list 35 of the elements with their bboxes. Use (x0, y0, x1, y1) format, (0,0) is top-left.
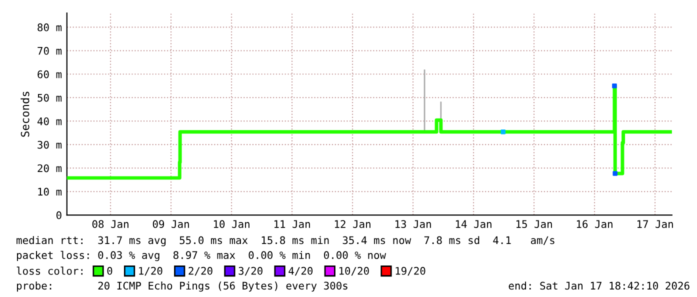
legend-label: 2/20 (188, 266, 212, 276)
x-tick-label: 08 Jan (92, 220, 128, 228)
legend-label: 0 (107, 266, 112, 275)
legend-label: 10/20 (339, 266, 369, 276)
legend-label: 3/20 (238, 266, 262, 276)
y-tick-label: 10 m (38, 188, 62, 196)
x-tick-label: 13 Jan (395, 220, 431, 228)
y-tick-label: 80 m (38, 23, 62, 32)
y-axis-title: Seconds (20, 92, 30, 137)
legend-title: loss color: (16, 266, 83, 275)
text: packet loss: 0.03 % avg 8.97 % max 0.00 % min 0.00 % now (17, 250, 386, 262)
text: end: Sat Jan 17 18:42:10 2026 (508, 282, 690, 290)
point (612, 83, 617, 88)
y-tick-label: 30 m (38, 140, 62, 149)
legend-label: 4/20 (288, 266, 313, 276)
y-tick-label: 0 (56, 211, 62, 220)
x-tick-label: 11 Jan (274, 220, 310, 228)
text: median rtt: 31.7 ms avg 55.0 ms max 15.8 ms min 35.4 ms now 7.8 ms sd 4.1 am/s (16, 236, 554, 246)
x-tick-label: 12 Jan (334, 220, 370, 228)
x-tick-label: 10 Jan (214, 220, 250, 228)
y-tick-label: 40 m (37, 117, 62, 126)
x-tick-label: 09 Jan (152, 220, 189, 228)
text: probe: 20 ICMP Echo Pings (56 Bytes) every 300s (17, 282, 348, 292)
x-tick-label: 16 Jan (576, 220, 612, 228)
point (500, 130, 506, 134)
legend-label: 1/20 (139, 266, 162, 276)
y-tick-label: 60 m (38, 70, 62, 78)
y-tick-label: 70 m (38, 46, 62, 55)
y-tick-label: 20 m (38, 164, 62, 172)
legend-label: 19/20 (396, 266, 426, 276)
y-tick-label: 50 m (38, 94, 62, 102)
x-tick-label: 14 Jan (456, 220, 492, 228)
point (612, 171, 618, 176)
x-tick-label: 15 Jan (516, 220, 552, 228)
x-tick-label: 17 Jan (637, 220, 673, 228)
